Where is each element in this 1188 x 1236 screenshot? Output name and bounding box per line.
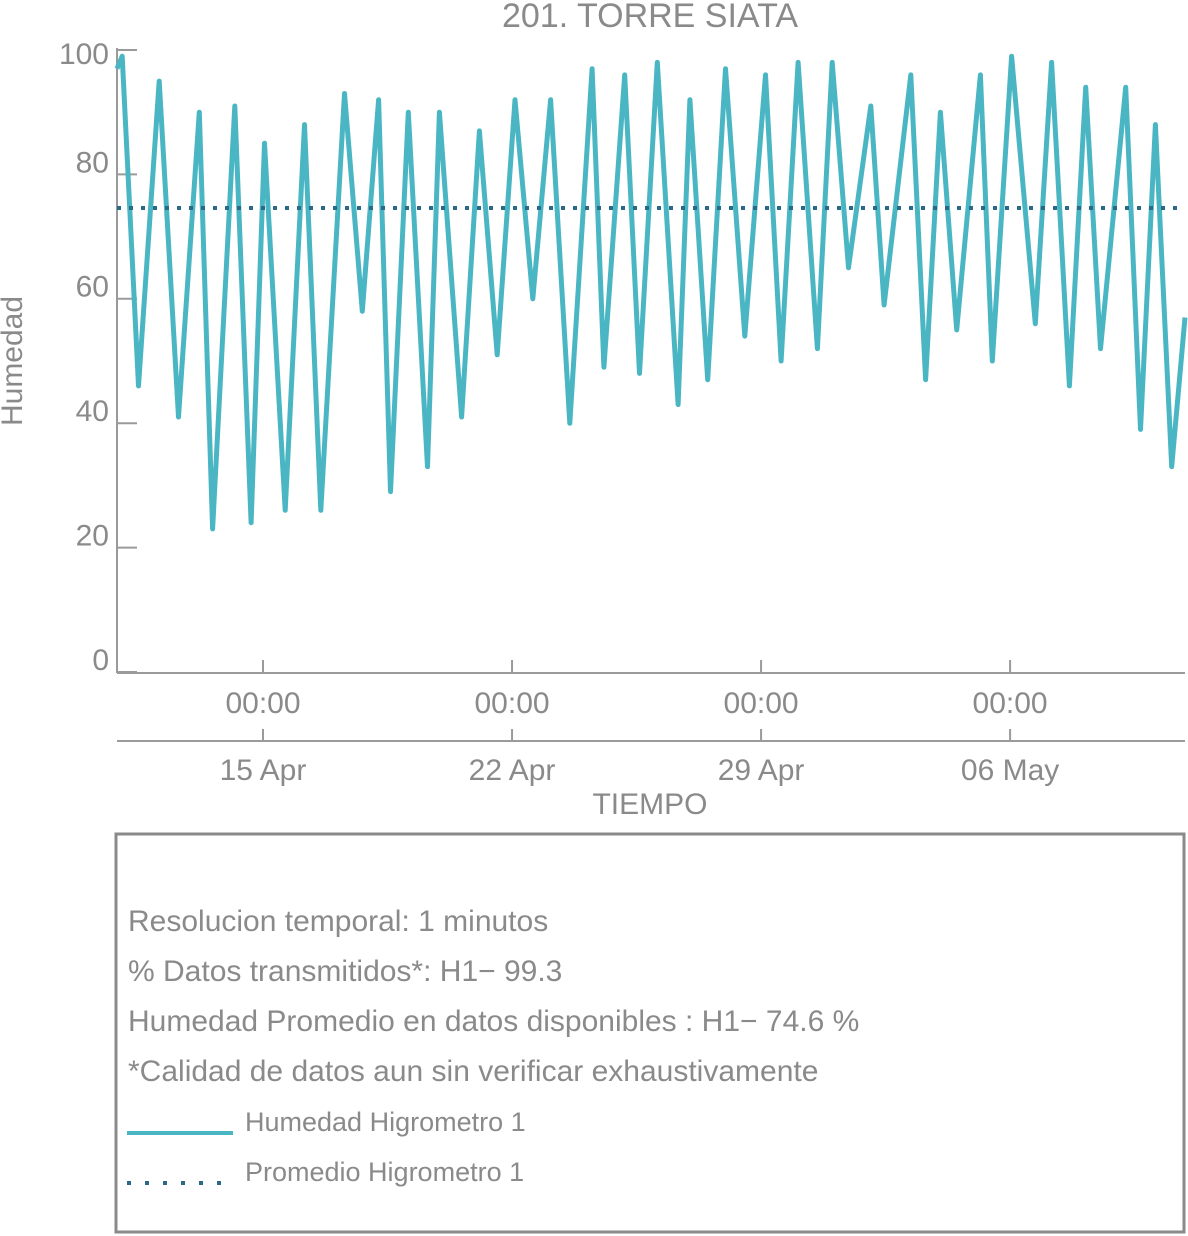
legend-label: Humedad Higrometro 1 xyxy=(245,1107,526,1137)
y-tick-label: 0 xyxy=(92,644,109,677)
x-tick-label: 00:00 xyxy=(225,687,300,720)
x-tick-date-label: 15 Apr xyxy=(220,754,307,787)
info-note: Resolucion temporal: 1 minutos xyxy=(128,905,548,938)
y-tick-label: 40 xyxy=(76,395,109,428)
chart-title: 201. TORRE SIATA xyxy=(502,0,798,35)
y-tick-label: 60 xyxy=(76,271,109,304)
info-note: Humedad Promedio en datos disponibles : … xyxy=(128,1005,859,1038)
legend-label: Promedio Higrometro 1 xyxy=(245,1157,524,1187)
x-tick-label: 00:00 xyxy=(474,687,549,720)
x-tick-label: 00:00 xyxy=(724,687,799,720)
y-tick-label: 20 xyxy=(76,520,109,553)
x-tick-date-label: 22 Apr xyxy=(469,754,556,787)
x-tick-date-label: 29 Apr xyxy=(718,754,805,787)
y-tick-label: 100 xyxy=(59,38,109,71)
y-axis-label: Humedad xyxy=(0,296,29,426)
info-box xyxy=(114,832,1186,1234)
humidity-line xyxy=(114,53,1188,532)
info-note: *Calidad de datos aun sin verificar exha… xyxy=(128,1055,818,1088)
x-tick-date-label: 06 May xyxy=(961,754,1059,787)
x-axis-label: TIEMPO xyxy=(592,788,707,821)
y-tick-label: 80 xyxy=(76,146,109,179)
x-tick-label: 00:00 xyxy=(973,687,1048,720)
info-note: % Datos transmitidos*: H1− 99.3 xyxy=(128,955,562,988)
